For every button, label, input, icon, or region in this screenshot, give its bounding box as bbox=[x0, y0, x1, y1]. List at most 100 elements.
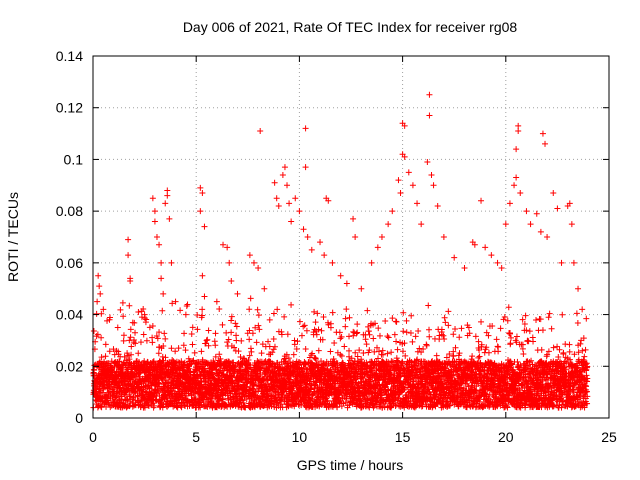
data-point-bg bbox=[156, 380, 163, 387]
data-point-bg bbox=[301, 322, 308, 329]
data-point-bg bbox=[162, 392, 169, 399]
data-point-bg bbox=[284, 331, 291, 338]
data-point-bg bbox=[156, 392, 163, 399]
data-point-bg bbox=[127, 326, 134, 333]
data-point-bg bbox=[258, 350, 265, 357]
data-point-bg bbox=[298, 332, 305, 339]
data-point-bg bbox=[385, 334, 392, 341]
data-point-bg bbox=[113, 368, 120, 375]
data-point-bg bbox=[228, 317, 235, 324]
data-point-bg bbox=[403, 317, 410, 324]
data-point-bg bbox=[128, 351, 135, 358]
data-point-bg bbox=[216, 305, 223, 312]
chart-title: Day 006 of 2021, Rate Of TEC Index for r… bbox=[183, 19, 518, 35]
data-point-bg bbox=[135, 350, 142, 357]
data-point-bg bbox=[296, 318, 303, 325]
data-point-bg bbox=[382, 317, 389, 324]
data-point-bg bbox=[177, 307, 184, 314]
data-point-bg bbox=[303, 327, 310, 334]
data-point-bg bbox=[341, 343, 348, 350]
data-point-bg bbox=[233, 323, 240, 330]
data-point-bg bbox=[366, 331, 373, 338]
data-point-bg bbox=[247, 295, 254, 302]
data-point-bg bbox=[409, 338, 416, 345]
data-point-bg bbox=[137, 339, 144, 346]
data-point-bg bbox=[232, 320, 239, 327]
data-point-bg bbox=[388, 349, 395, 356]
data-point-bg bbox=[120, 337, 127, 344]
data-point-bg bbox=[181, 330, 188, 337]
data-point-bg bbox=[389, 315, 396, 322]
data-point-bg bbox=[452, 325, 459, 332]
data-point-bg bbox=[423, 342, 430, 349]
data-point-bg bbox=[162, 335, 169, 342]
data-point-bg bbox=[98, 354, 105, 361]
grid bbox=[93, 56, 609, 418]
data-point-bg bbox=[497, 325, 504, 332]
data-point-bg bbox=[270, 310, 277, 317]
data-point-bg bbox=[342, 323, 349, 330]
data-point-bg bbox=[314, 310, 321, 317]
data-point-bg bbox=[149, 322, 156, 329]
data-point-bg bbox=[254, 306, 261, 313]
data-point-bg bbox=[233, 332, 240, 339]
data-point-bg bbox=[318, 327, 325, 334]
data-point-bg bbox=[456, 334, 463, 341]
data-point-bg bbox=[219, 321, 226, 328]
data-point-bg bbox=[354, 329, 361, 336]
data-point-bg bbox=[408, 312, 415, 319]
data-point-bg bbox=[350, 328, 357, 335]
data-point-bg bbox=[203, 337, 210, 344]
data-point-bg bbox=[375, 325, 382, 332]
data-point-bg bbox=[94, 331, 101, 338]
data-point-bg bbox=[270, 335, 277, 342]
data-point-bg bbox=[140, 306, 147, 313]
data-point-bg bbox=[391, 331, 398, 338]
data-point-bg bbox=[159, 307, 166, 314]
data-point-bg bbox=[346, 347, 353, 354]
data-point-bg bbox=[117, 306, 124, 313]
data-point-bg bbox=[331, 339, 338, 346]
data-point-bg bbox=[363, 341, 370, 348]
data-point-bg bbox=[151, 402, 158, 409]
data-point-bg bbox=[156, 329, 163, 336]
data-point-bg bbox=[475, 338, 482, 345]
data-point-bg bbox=[127, 360, 134, 367]
data-point-bg bbox=[342, 315, 349, 322]
data-point-bg bbox=[98, 334, 105, 341]
data-point-bg bbox=[485, 349, 492, 356]
data-point-bg bbox=[175, 345, 182, 352]
data-point-bg bbox=[384, 333, 391, 340]
data-point-bg bbox=[205, 327, 212, 334]
data-point-bg bbox=[225, 336, 232, 343]
data-point-bg bbox=[356, 347, 363, 354]
data-point-bg bbox=[184, 301, 191, 308]
data-point-bg bbox=[143, 316, 150, 323]
data-point-bg bbox=[469, 353, 476, 360]
data-point-bg bbox=[150, 358, 157, 365]
data-point-bg bbox=[145, 402, 152, 409]
data-point-bg bbox=[300, 323, 307, 330]
data-point-bg bbox=[127, 334, 134, 341]
data-point-bg bbox=[476, 353, 483, 360]
data-point-bg bbox=[169, 300, 176, 307]
data-point-bg bbox=[412, 333, 419, 340]
data-point-bg bbox=[478, 318, 485, 325]
data-point-bg bbox=[445, 322, 452, 329]
data-point-bg bbox=[346, 333, 353, 340]
data-point-bg bbox=[384, 350, 391, 357]
data-point-bg bbox=[126, 302, 133, 309]
data-point-bg bbox=[172, 348, 179, 355]
data-point-bg bbox=[143, 337, 150, 344]
data-point-bg bbox=[128, 343, 135, 350]
data-point-bg bbox=[364, 307, 371, 314]
data-point-bg bbox=[160, 357, 167, 364]
data-point-bg bbox=[354, 321, 361, 328]
data-point-bg bbox=[122, 391, 129, 398]
data-point-bg bbox=[106, 348, 113, 355]
data-point-bg bbox=[238, 337, 245, 344]
data-point-bg bbox=[102, 353, 109, 360]
data-point-bg bbox=[116, 358, 123, 365]
data-point-bg bbox=[119, 299, 126, 306]
data-point-bg bbox=[370, 335, 377, 342]
